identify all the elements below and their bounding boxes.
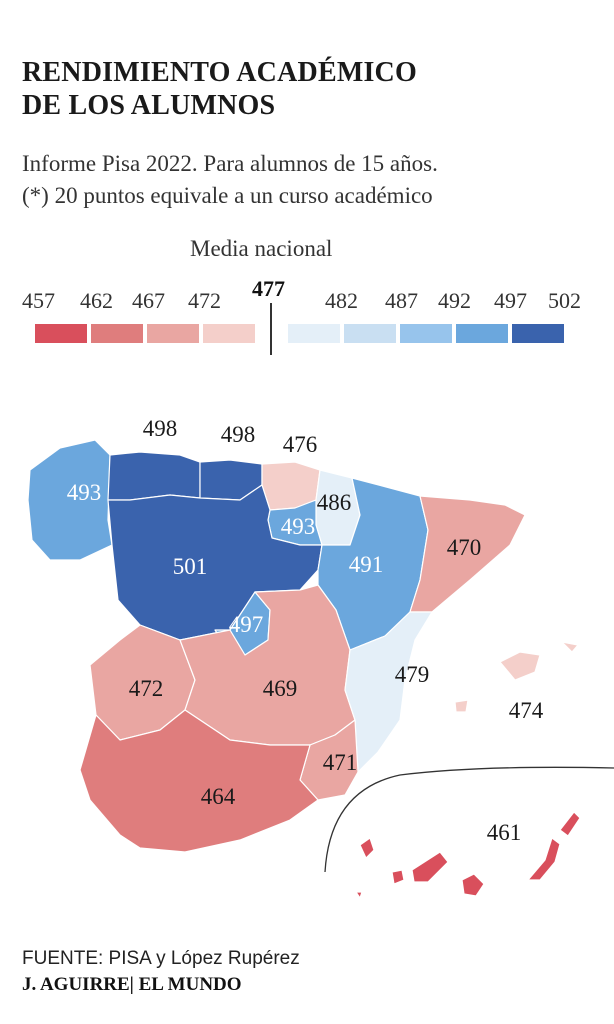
label-cantabria: 498: [221, 422, 256, 447]
subtitle-line-1: Informe Pisa 2022. Para alumnos de 15 añ…: [22, 151, 438, 176]
title-line-1: RENDIMIENTO ACADÉMICO: [22, 57, 417, 88]
subtitle-line-2: (*) 20 puntos equivale a un curso académ…: [22, 183, 433, 208]
label-pais-vasco: 476: [283, 432, 318, 457]
spain-map: 493 498 498 476 486 493 501 491 470 497 …: [27, 416, 614, 899]
label-extremadura: 472: [129, 676, 164, 701]
label-asturias: 498: [143, 416, 178, 441]
label-castilla-y-leon: 501: [173, 554, 208, 579]
label-madrid: 497: [229, 612, 264, 637]
legend-swatch: [400, 324, 452, 343]
legend-swatch: [203, 324, 255, 343]
region-comunidad-valenciana[interactable]: [344, 611, 433, 773]
legend-tick: 482: [325, 288, 358, 313]
region-cataluna[interactable]: [409, 495, 526, 613]
legend-swatch: [288, 324, 340, 343]
label-castilla-la-mancha: 469: [263, 676, 298, 701]
canarias-frame: [324, 766, 614, 873]
legend-swatch: [512, 324, 564, 343]
legend-swatch: [35, 324, 87, 343]
subtitle: Informe Pisa 2022. Para alumnos de 15 añ…: [22, 148, 602, 212]
legend-tick: 502: [548, 288, 581, 313]
label-murcia: 471: [323, 750, 358, 775]
label-navarra: 486: [317, 490, 352, 515]
credit-text: J. AGUIRRE| EL MUNDO: [22, 974, 242, 995]
label-galicia: 493: [67, 480, 102, 505]
legend-tick: 467: [132, 288, 165, 313]
legend-tick: 487: [385, 288, 418, 313]
label-aragon: 491: [349, 552, 384, 577]
legend-swatch: [344, 324, 396, 343]
region-asturias[interactable]: [107, 451, 201, 501]
legend-swatch: [456, 324, 508, 343]
legend-tick: 492: [438, 288, 471, 313]
legend-title: Media nacional: [190, 236, 333, 261]
region-baleares[interactable]: [454, 641, 579, 713]
label-baleares: 474: [509, 698, 544, 723]
label-andalucia: 464: [201, 784, 236, 809]
legend-tick: 462: [80, 288, 113, 313]
label-la-rioja: 493: [281, 514, 316, 539]
label-cataluna: 470: [447, 535, 482, 560]
region-canarias[interactable]: [355, 811, 581, 899]
source-text: FUENTE: PISA y López Rupérez: [22, 948, 300, 969]
region-andalucia[interactable]: [79, 709, 319, 853]
legend-tick: 457: [22, 288, 55, 313]
legend-swatch: [91, 324, 143, 343]
label-canarias: 461: [487, 820, 522, 845]
legend-national-mean: 477: [252, 276, 285, 301]
chart-title: RENDIMIENTO ACADÉMICO DE LOS ALUMNOS: [22, 56, 582, 122]
legend-swatch: [147, 324, 199, 343]
legend-tick: 472: [188, 288, 221, 313]
legend-tick: 497: [494, 288, 527, 313]
national-mean-marker: [270, 303, 272, 355]
label-comunidad-valenciana: 479: [395, 662, 430, 687]
title-line-2: DE LOS ALUMNOS: [22, 90, 276, 121]
